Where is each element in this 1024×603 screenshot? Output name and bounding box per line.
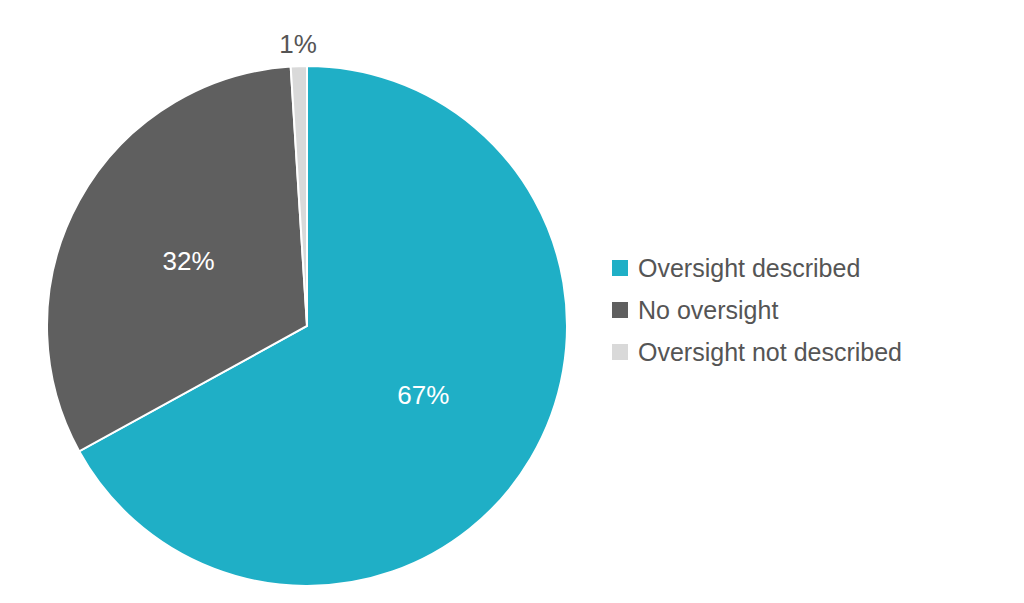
svg-text:32%: 32% bbox=[162, 246, 214, 276]
svg-text:67%: 67% bbox=[397, 380, 449, 410]
html-text:Oversight described: Oversight described bbox=[638, 253, 861, 282]
svg-text:1%: 1% bbox=[279, 29, 317, 59]
html-text:Oversight not described: Oversight not described bbox=[638, 337, 902, 366]
html-text:No oversight: No oversight bbox=[638, 295, 779, 324]
